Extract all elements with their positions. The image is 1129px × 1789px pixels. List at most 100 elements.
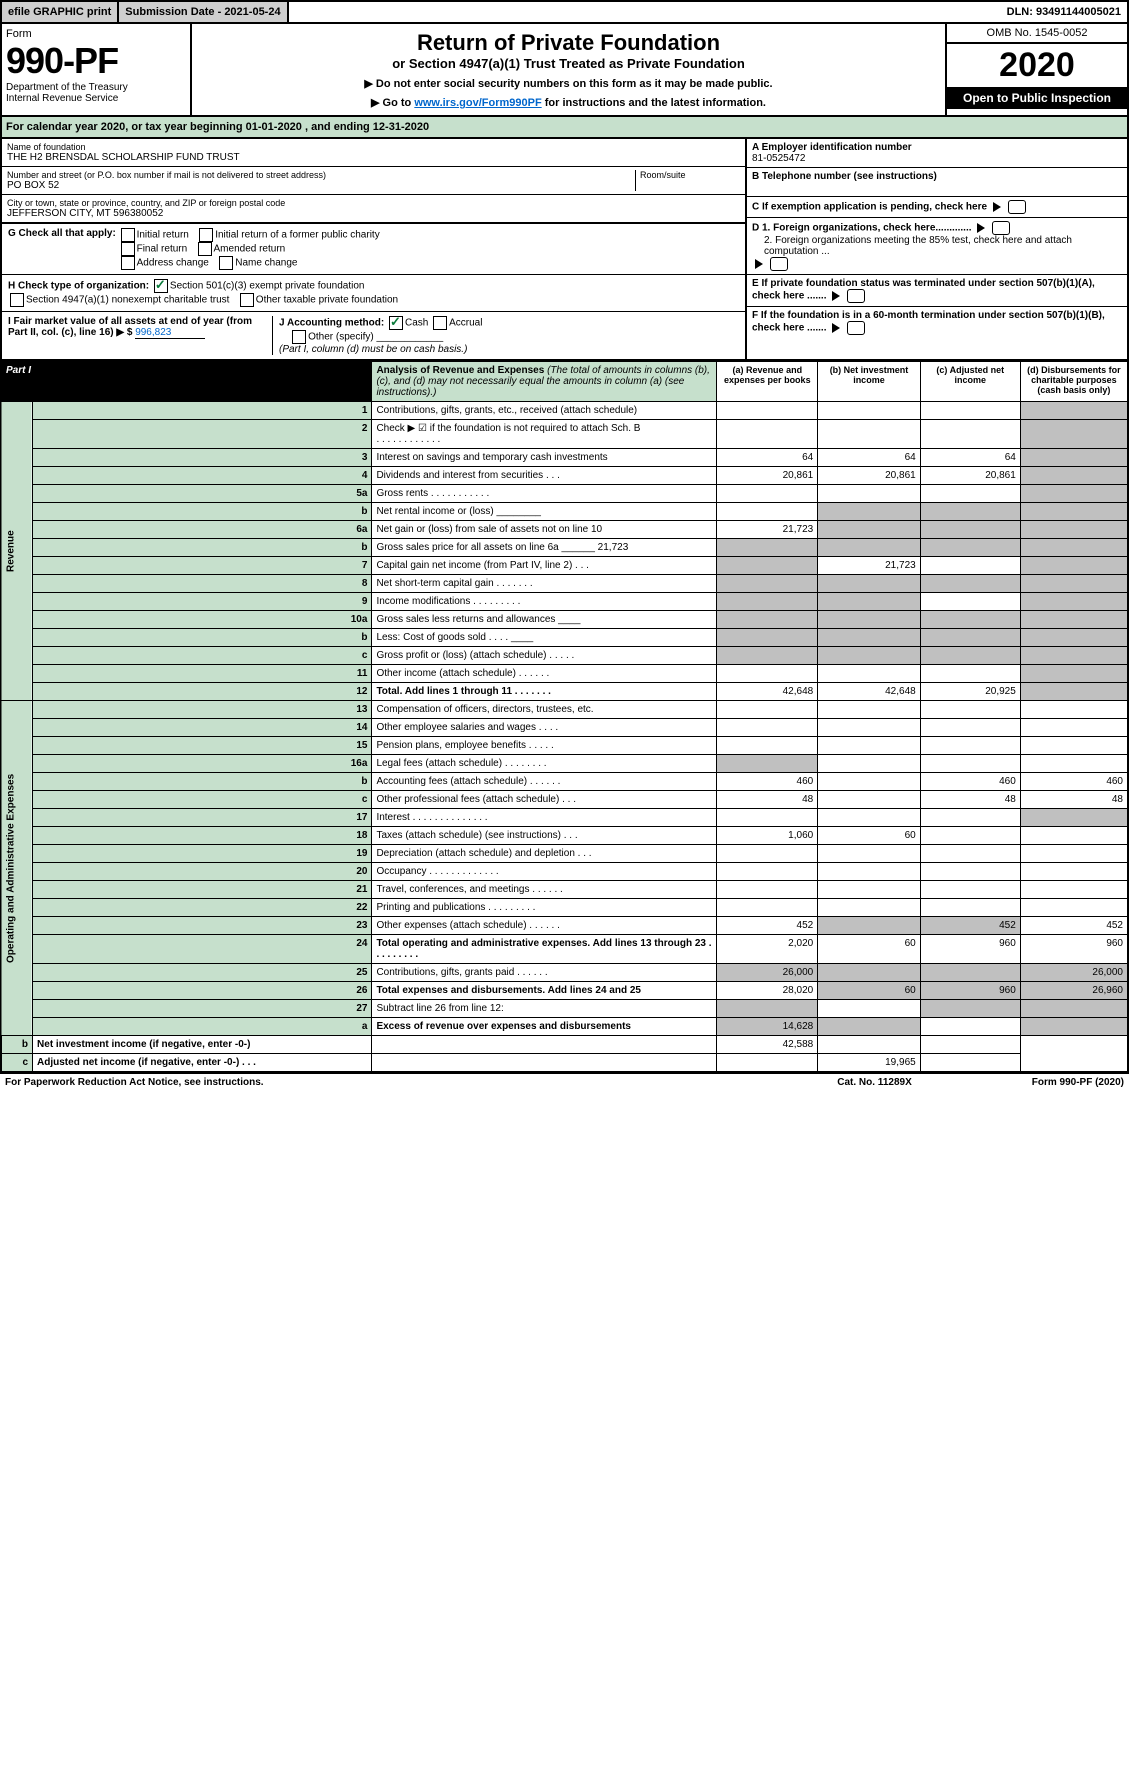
cell-col-a (717, 1000, 818, 1018)
table-row: bGross sales price for all assets on lin… (1, 539, 1128, 557)
name-label: Name of foundation (7, 142, 740, 152)
chk-address-change[interactable] (121, 256, 135, 270)
cell-col-c (920, 881, 1020, 899)
cell-col-a: 460 (717, 773, 818, 791)
opt-amended: Amended return (214, 244, 286, 255)
cell-col-b (818, 1000, 921, 1018)
arrow-icon (832, 323, 840, 333)
line-number: 11 (33, 665, 372, 683)
opt-initial: Initial return (137, 230, 189, 241)
cell-col-b (818, 917, 921, 935)
table-row: 12Total. Add lines 1 through 11 . . . . … (1, 683, 1128, 701)
cell-col-c (920, 863, 1020, 881)
cell-col-b (818, 629, 921, 647)
table-row: 17Interest . . . . . . . . . . . . . . (1, 809, 1128, 827)
line-number: 1 (33, 402, 372, 420)
line-desc: Travel, conferences, and meetings . . . … (372, 881, 717, 899)
line-desc: Dividends and interest from securities .… (372, 467, 717, 485)
cell-col-c: 960 (920, 935, 1020, 964)
chk-501c3[interactable] (154, 279, 168, 293)
cell-col-a (372, 1036, 717, 1054)
f-text: F If the foundation is in a 60-month ter… (752, 310, 1105, 334)
cell-col-b: 60 (818, 827, 921, 845)
line-number: 22 (33, 899, 372, 917)
line-number: 15 (33, 737, 372, 755)
cell-col-c (920, 701, 1020, 719)
cell-col-a (717, 863, 818, 881)
chk-4947[interactable] (10, 293, 24, 307)
table-row: bNet investment income (if negative, ent… (1, 1036, 1128, 1054)
line-number: 23 (33, 917, 372, 935)
col-d-header: (d) Disbursements for charitable purpose… (1020, 362, 1128, 402)
line-number: b (1, 1036, 33, 1054)
chk-c[interactable] (1008, 200, 1026, 214)
chk-initial-public[interactable] (199, 228, 213, 242)
cell-col-b (818, 611, 921, 629)
cell-col-a: 64 (717, 449, 818, 467)
chk-d1[interactable] (992, 221, 1010, 235)
form-header: Form 990-PF Department of the Treasury I… (0, 24, 1129, 117)
cell-col-d (1020, 899, 1128, 917)
line-number: 2 (33, 420, 372, 449)
cell-col-a: 20,861 (717, 467, 818, 485)
cell-col-a: 14,628 (717, 1018, 818, 1036)
cell-col-d (1020, 557, 1128, 575)
line-desc: Legal fees (attach schedule) . . . . . .… (372, 755, 717, 773)
chk-other-taxable[interactable] (240, 293, 254, 307)
cell-col-c: 64 (920, 449, 1020, 467)
cell-col-c (920, 1018, 1020, 1036)
line-number: 24 (33, 935, 372, 964)
omb-number: OMB No. 1545-0052 (947, 24, 1127, 44)
chk-cash[interactable] (389, 316, 403, 330)
cell-col-d (1020, 809, 1128, 827)
chk-f[interactable] (847, 321, 865, 335)
cell-col-c (920, 420, 1020, 449)
chk-name-change[interactable] (219, 256, 233, 270)
table-row: 24Total operating and administrative exp… (1, 935, 1128, 964)
line-number: 4 (33, 467, 372, 485)
chk-initial-return[interactable] (121, 228, 135, 242)
cell-col-d (1020, 420, 1128, 449)
table-row: bLess: Cost of goods sold . . . . ____ (1, 629, 1128, 647)
chk-d2[interactable] (770, 257, 788, 271)
opt-501c3: Section 501(c)(3) exempt private foundat… (170, 281, 365, 292)
table-row: 8Net short-term capital gain . . . . . .… (1, 575, 1128, 593)
cell-col-d (1020, 701, 1128, 719)
footer-left: For Paperwork Reduction Act Notice, see … (5, 1077, 264, 1088)
line-number: 16a (33, 755, 372, 773)
line-desc: Gross sales less returns and allowances … (372, 611, 717, 629)
cell-col-a (717, 402, 818, 420)
cell-col-d: 960 (1020, 935, 1128, 964)
table-row: Operating and Administrative Expenses13C… (1, 701, 1128, 719)
table-row: 2Check ▶ ☑ if the foundation is not requ… (1, 420, 1128, 449)
cell-col-a (717, 701, 818, 719)
chk-accrual[interactable] (433, 316, 447, 330)
chk-final-return[interactable] (121, 242, 135, 256)
cell-col-d (1020, 485, 1128, 503)
table-row: Revenue1Contributions, gifts, grants, et… (1, 402, 1128, 420)
chk-other-method[interactable] (292, 330, 306, 344)
table-row: aExcess of revenue over expenses and dis… (1, 1018, 1128, 1036)
cell-col-a: 452 (717, 917, 818, 935)
irs-link[interactable]: www.irs.gov/Form990PF (414, 97, 541, 109)
cell-col-d: 26,000 (1020, 964, 1128, 982)
cell-col-b (818, 845, 921, 863)
cell-col-c (920, 1000, 1020, 1018)
cell-col-c (920, 827, 1020, 845)
open-public: Open to Public Inspection (947, 87, 1127, 109)
cell-col-b (818, 899, 921, 917)
line-desc: Adjusted net income (if negative, enter … (33, 1054, 372, 1073)
col-a-header: (a) Revenue and expenses per books (717, 362, 818, 402)
cell-col-d: 452 (1020, 917, 1128, 935)
line-number: b (33, 773, 372, 791)
efile-print-button[interactable]: efile GRAPHIC print (2, 2, 119, 22)
room-label: Room/suite (640, 170, 740, 180)
form-title: Return of Private Foundation (198, 30, 939, 56)
cell-col-a (717, 719, 818, 737)
chk-amended[interactable] (198, 242, 212, 256)
table-row: 5aGross rents . . . . . . . . . . . (1, 485, 1128, 503)
chk-e[interactable] (847, 289, 865, 303)
table-row: 11Other income (attach schedule) . . . .… (1, 665, 1128, 683)
cell-col-a: 2,020 (717, 935, 818, 964)
arrow-icon (993, 202, 1001, 212)
